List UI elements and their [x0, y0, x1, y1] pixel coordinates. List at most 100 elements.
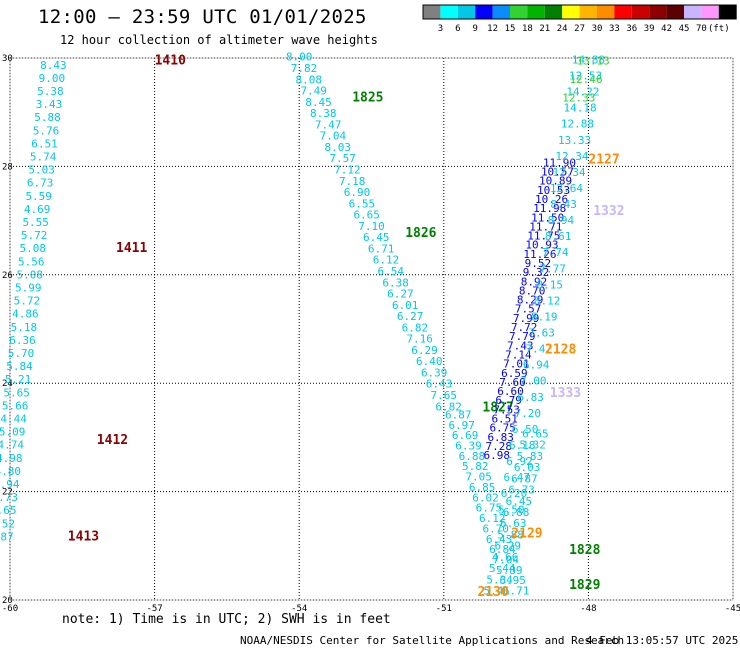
wave-height-point: 3.43: [36, 98, 63, 111]
wave-height-point: 7.28: [486, 440, 513, 453]
pass-time-label: 1826: [405, 226, 436, 241]
scale-label: 45: [679, 24, 690, 34]
wave-height-point: 4.86: [12, 308, 39, 321]
wave-height-point: 14.22: [566, 86, 599, 99]
scale-frame: [422, 4, 737, 20]
wave-height-point: 6.29: [411, 344, 438, 357]
scale-label: 24: [557, 24, 568, 34]
scale-swatch: [684, 5, 702, 19]
wave-height-point: 6.88: [503, 506, 530, 519]
wave-height-point: 6.27: [387, 288, 414, 301]
y-tick-label: 26: [2, 271, 13, 281]
wave-height-point: 6.43: [486, 533, 513, 546]
wave-height-point: 10.53: [537, 184, 570, 197]
scale-swatch: [718, 5, 737, 19]
wave-height-point: 7.47: [526, 343, 553, 356]
plot-frame: [9, 57, 734, 601]
wave-height-point: 5.03: [28, 164, 55, 177]
pass-time-label: 2127: [588, 153, 619, 168]
wave-height-point: 9.52: [525, 257, 552, 270]
wave-height-point: 6.51: [491, 413, 518, 426]
wave-height-point: 7.18: [339, 175, 366, 188]
scale-label: 15: [505, 24, 516, 34]
wave-height-point: 6.98: [484, 449, 511, 462]
wave-height-point: 5.41: [484, 585, 511, 598]
wave-height-point: 6.65: [353, 209, 380, 222]
wave-height-point: 10.89: [539, 175, 572, 188]
scale-swatch: [579, 5, 597, 19]
wave-height-point: 7.04: [493, 554, 520, 567]
wave-height-point: 5.70: [8, 347, 35, 360]
wave-height-point: 7.57: [329, 152, 356, 165]
wave-height-point: 6.39: [421, 367, 448, 380]
scale-label: 18: [522, 24, 533, 34]
scale-label: 30: [592, 24, 603, 34]
wave-height-point: 6.03: [514, 461, 541, 474]
wave-height-point: 5.44: [489, 562, 516, 575]
wave-height-point: 7.63: [528, 327, 555, 340]
scale-label: 39: [644, 24, 655, 34]
wave-height-point: 4.74: [0, 439, 24, 452]
scale-swatch: [597, 5, 615, 19]
scale-label: 36: [626, 24, 637, 34]
wave-height-point: 6.75: [489, 422, 516, 435]
scale-label: (ft): [708, 24, 730, 34]
pass-time-label: 1828: [569, 543, 600, 558]
scale-swatch: [440, 5, 458, 19]
wave-height-point: 5.09: [0, 426, 25, 439]
scale-swatch: [649, 5, 667, 19]
x-tick-label: -54: [291, 604, 307, 612]
wave-height-point: 5.08: [20, 242, 47, 255]
wave-height-point: 5.21: [5, 373, 32, 386]
wave-height-point: 5.89: [496, 564, 523, 577]
wave-height-point: 9.00: [39, 72, 66, 85]
scale-swatch: [562, 5, 580, 19]
wave-height-point: 8.03: [325, 141, 352, 154]
wave-height-point: 6.60: [497, 385, 524, 398]
wave-height-point: 8.00: [286, 51, 313, 64]
wave-height-point: 5.18: [11, 321, 38, 334]
wave-height-point: 6.70: [482, 522, 509, 535]
generated-timestamp: 4 Feb 13:05:57 UTC 2025: [586, 634, 739, 647]
wave-height-point: 13.33: [558, 134, 591, 147]
wave-height-point: 6.43: [426, 378, 453, 391]
wave-height-point: 7.12: [334, 164, 361, 177]
wave-height-point: 8.43: [550, 198, 577, 211]
wave-height-point: 6.51: [31, 137, 58, 150]
wave-height-point: 7.00: [520, 375, 547, 388]
wave-height-point: 7.99: [513, 312, 540, 325]
wave-height-point: 5.08: [17, 268, 44, 281]
wave-height-point: 6.65: [522, 427, 549, 440]
wave-height-point: 6.12: [373, 254, 400, 267]
wave-height-point: 12.64: [550, 182, 583, 195]
wave-height-point: 5.88: [34, 111, 61, 124]
wave-height-point: 6.82: [402, 321, 429, 334]
wave-height-point: 5.76: [33, 124, 60, 137]
wave-height-point: 5.59: [25, 190, 52, 203]
x-tick-label: -51: [436, 604, 452, 612]
wave-height-point: 7.82: [291, 62, 318, 75]
wave-height-point: 7.74: [542, 246, 569, 259]
wave-height-point: 6.83: [487, 431, 514, 444]
wave-height-point: 3.94: [0, 478, 20, 491]
wave-height-point: 6.83: [517, 391, 544, 404]
scale-label: 42: [661, 24, 672, 34]
scale-swatch: [666, 5, 684, 19]
scale-label: 6: [455, 24, 460, 34]
wave-height-point: 5.32: [519, 439, 546, 452]
scale-label: 3: [438, 24, 443, 34]
wave-height-point: 8.29: [517, 294, 544, 307]
wave-height-point: 10.57: [541, 166, 574, 179]
wave-height-point: 12.34: [553, 166, 586, 179]
wave-height-point: 5.34: [486, 573, 513, 586]
wave-height-point: 12.88: [561, 118, 594, 131]
scale-label: 9: [472, 24, 477, 34]
wave-height-point: 7.14: [505, 349, 532, 362]
wave-height-point: 5.72: [21, 229, 48, 242]
wave-height-point: 5.82: [462, 460, 489, 473]
wave-height-point: 8.15: [537, 278, 564, 291]
wave-height-point: 8.92: [521, 275, 548, 288]
page-subtitle: 12 hour collection of altimeter wave hei…: [60, 33, 378, 47]
wave-height-point: 6.95: [499, 574, 526, 587]
